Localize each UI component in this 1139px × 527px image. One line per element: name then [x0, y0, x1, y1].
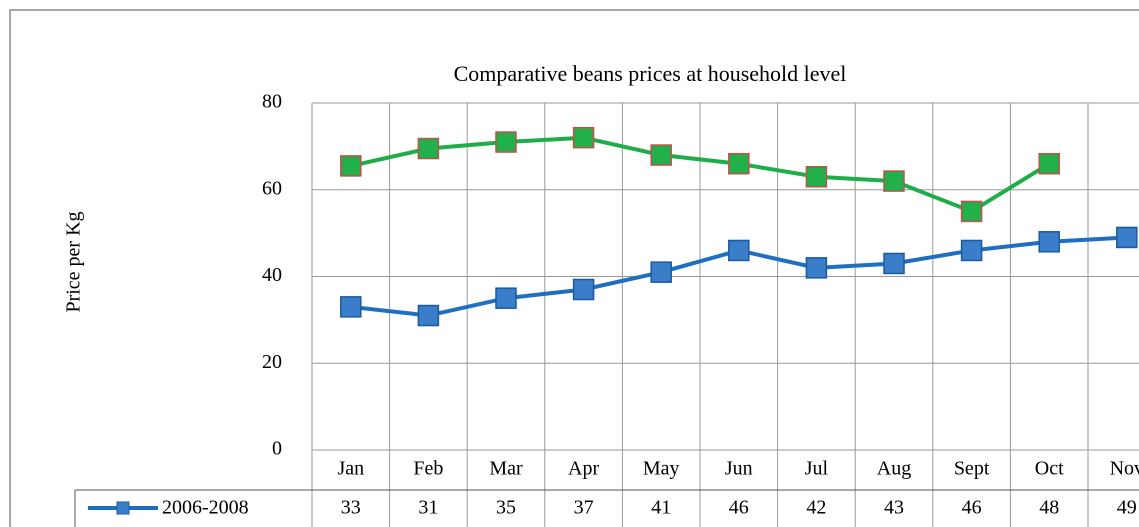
marker [572, 278, 595, 301]
marker [340, 155, 362, 177]
marker [728, 152, 750, 175]
x-tick-label: Nov [1110, 458, 1139, 480]
marker [960, 239, 983, 262]
legend-label: 2006-2008 [162, 497, 249, 519]
marker [1116, 226, 1138, 249]
y-tick-label: 20 [262, 351, 282, 373]
table-value: 49 [1117, 497, 1137, 519]
marker [960, 200, 983, 223]
table-value: 48 [1039, 497, 1059, 519]
table-value: 35 [496, 497, 516, 519]
table-value: 46 [729, 497, 749, 519]
marker [805, 165, 828, 188]
y-tick-label: 0 [272, 438, 282, 460]
x-tick-label: May [643, 458, 680, 480]
table-value: 41 [651, 497, 671, 519]
x-tick-label: Feb [413, 458, 443, 480]
series-line [350, 135, 1051, 214]
x-tick-label: Sept [954, 458, 990, 480]
marker [805, 257, 828, 279]
marker [495, 131, 517, 153]
x-tick-label: Jul [805, 458, 829, 480]
marker [883, 252, 905, 275]
marker [495, 287, 517, 309]
table-value: 37 [574, 497, 594, 519]
y-axis-label: Price per Kg [63, 211, 85, 312]
marker [572, 126, 595, 149]
marker [883, 170, 905, 192]
table-value: 31 [418, 497, 438, 519]
marker [417, 304, 440, 327]
y-tick-label: 80 [262, 91, 282, 113]
x-tick-label: Mar [489, 458, 523, 480]
x-tick-label: Aug [877, 458, 911, 480]
marker [417, 137, 440, 160]
marker [1038, 152, 1060, 175]
marker [650, 144, 672, 166]
table-value: 46 [962, 497, 982, 519]
y-tick-label: 60 [262, 177, 282, 199]
x-tick-label: Jun [725, 458, 753, 480]
table-value: 33 [341, 497, 361, 519]
x-tick-label: Oct [1035, 458, 1064, 480]
y-tick-label: 40 [262, 264, 282, 286]
legend-marker [116, 501, 130, 515]
x-tick-label: Apr [568, 458, 599, 480]
marker [340, 296, 362, 318]
marker [650, 261, 672, 283]
marker [1038, 231, 1060, 253]
chart-border [9, 9, 1139, 527]
table-value: 42 [806, 497, 826, 519]
marker [728, 239, 750, 262]
chart-title: Comparative beans prices at household le… [454, 61, 847, 86]
x-tick-label: Jan [337, 458, 364, 480]
table-value: 43 [884, 497, 904, 519]
